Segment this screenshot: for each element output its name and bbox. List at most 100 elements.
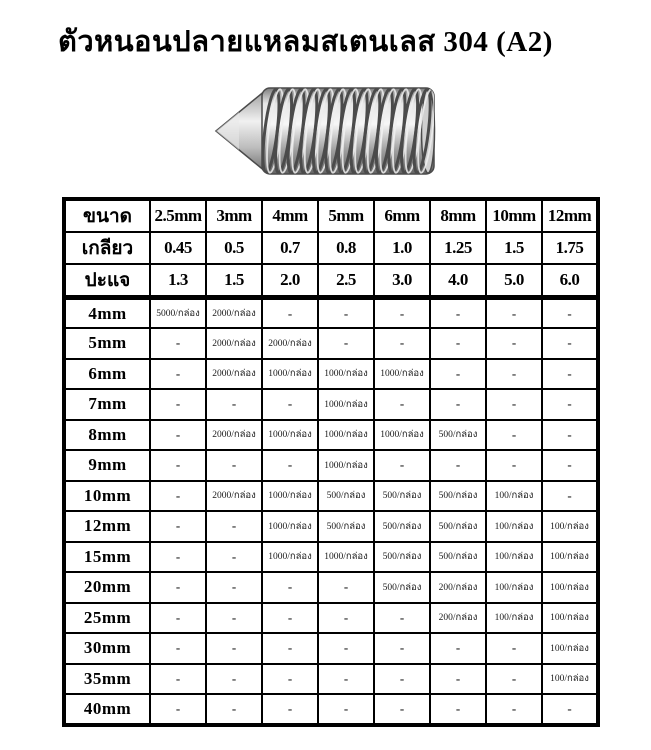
header-value-cell: 4.0 xyxy=(429,263,487,300)
row-label-cell: 7mm xyxy=(63,388,151,421)
table-row: 25mm - - - - -200/กล่อง 100/กล่อง 100/กล่อง xyxy=(63,601,599,634)
qty-cell: 500/กล่อง xyxy=(373,571,431,604)
empty-cell: - xyxy=(541,693,599,726)
empty-cell: - xyxy=(485,357,543,390)
qty-cell: 1000/กล่อง xyxy=(317,540,375,573)
empty-cell: - xyxy=(541,327,599,360)
empty-cell: - xyxy=(373,632,431,665)
empty-cell: - xyxy=(429,357,487,390)
empty-cell: - xyxy=(485,449,543,482)
header-value-cell: 1.75 xyxy=(541,231,599,265)
qty-cell: 1000/กล่อง xyxy=(373,357,431,390)
table-body: 4mm 5000/กล่อง 2000/กล่อง - - - - - -5mm -2000/กล… xyxy=(63,296,599,726)
screw-cone-point xyxy=(214,88,267,174)
qty-cell: 1000/กล่อง xyxy=(261,540,319,573)
empty-cell: - xyxy=(485,388,543,421)
empty-cell: - xyxy=(541,296,599,329)
empty-cell: - xyxy=(205,510,263,543)
header-value-cell: 4mm xyxy=(261,198,319,233)
empty-cell: - xyxy=(373,693,431,726)
empty-cell: - xyxy=(149,662,207,695)
qty-cell: 1000/กล่อง xyxy=(373,418,431,451)
empty-cell: - xyxy=(373,662,431,695)
empty-cell: - xyxy=(317,662,375,695)
row-label-cell: 40mm xyxy=(63,693,151,726)
empty-cell: - xyxy=(541,418,599,451)
empty-cell: - xyxy=(373,388,431,421)
table-row: 4mm 5000/กล่อง 2000/กล่อง - - - - - - xyxy=(63,296,599,329)
header-row-label: ปะแจ xyxy=(63,263,151,300)
empty-cell: - xyxy=(541,479,599,512)
header-row: ขนาด 2.5mm 3mm 4mm 5mm 6mm 8mm 10mm 12mm xyxy=(63,198,599,233)
qty-cell: 500/กล่อง xyxy=(429,540,487,573)
qty-cell: 500/กล่อง xyxy=(373,510,431,543)
table-row: 5mm -2000/กล่อง 2000/กล่อง - - - - - xyxy=(63,327,599,360)
empty-cell: - xyxy=(261,296,319,329)
row-label-cell: 8mm xyxy=(63,418,151,451)
row-label-cell: 6mm xyxy=(63,357,151,390)
header-value-cell: 6.0 xyxy=(541,263,599,300)
header-value-cell: 12mm xyxy=(541,198,599,233)
header-value-cell: 5mm xyxy=(317,198,375,233)
empty-cell: - xyxy=(373,449,431,482)
empty-cell: - xyxy=(317,693,375,726)
page-title: ตัวหนอนปลายแหลมสเตนเลส 304 (A2) xyxy=(58,26,553,58)
header-value-cell: 3mm xyxy=(205,198,263,233)
table-row: 20mm - - - -500/กล่อง 200/กล่อง 100/กล่อง 100/ก… xyxy=(63,571,599,604)
empty-cell: - xyxy=(373,296,431,329)
header-value-cell: 1.3 xyxy=(149,263,207,300)
qty-cell: 2000/กล่อง xyxy=(205,479,263,512)
row-label-cell: 25mm xyxy=(63,601,151,634)
header-value-cell: 0.45 xyxy=(149,231,207,265)
header-value-cell: 6mm xyxy=(373,198,431,233)
header-row: ปะแจ 1.3 1.5 2.0 2.5 3.0 4.0 5.0 6.0 xyxy=(63,263,599,300)
empty-cell: - xyxy=(261,601,319,634)
row-label-cell: 4mm xyxy=(63,296,151,329)
qty-cell: 2000/กล่อง xyxy=(205,327,263,360)
empty-cell: - xyxy=(149,327,207,360)
empty-cell: - xyxy=(261,388,319,421)
empty-cell: - xyxy=(429,693,487,726)
header-value-cell: 3.0 xyxy=(373,263,431,300)
header-row: เกลียว 0.45 0.5 0.7 0.8 1.0 1.25 1.5 1.75 xyxy=(63,231,599,265)
empty-cell: - xyxy=(317,601,375,634)
qty-cell: 1000/กล่อง xyxy=(261,418,319,451)
qty-cell: 100/กล่อง xyxy=(541,571,599,604)
empty-cell: - xyxy=(485,693,543,726)
empty-cell: - xyxy=(429,449,487,482)
qty-cell: 500/กล่อง xyxy=(429,510,487,543)
empty-cell: - xyxy=(149,540,207,573)
qty-cell: 100/กล่อง xyxy=(485,510,543,543)
empty-cell: - xyxy=(317,327,375,360)
qty-cell: 2000/กล่อง xyxy=(205,296,263,329)
set-screw-photo xyxy=(211,80,443,182)
qty-cell: 1000/กล่อง xyxy=(317,449,375,482)
empty-cell: - xyxy=(205,632,263,665)
row-label-cell: 5mm xyxy=(63,327,151,360)
qty-cell: 500/กล่อง xyxy=(429,479,487,512)
empty-cell: - xyxy=(205,662,263,695)
empty-cell: - xyxy=(205,388,263,421)
empty-cell: - xyxy=(149,632,207,665)
qty-cell: 100/กล่อง xyxy=(485,479,543,512)
empty-cell: - xyxy=(149,693,207,726)
empty-cell: - xyxy=(429,296,487,329)
table-row: 9mm - - -1000/กล่อง - - - - xyxy=(63,449,599,482)
qty-cell: 100/กล่อง xyxy=(541,632,599,665)
empty-cell: - xyxy=(317,296,375,329)
empty-cell: - xyxy=(261,571,319,604)
table-head: ขนาด 2.5mm 3mm 4mm 5mm 6mm 8mm 10mm 12mm เกลียว 0.… xyxy=(63,198,599,300)
table-row: 10mm -2000/กล่อง 1000/กล่อง 500/กล่อง 500/กล… xyxy=(63,479,599,512)
empty-cell: - xyxy=(205,449,263,482)
empty-cell: - xyxy=(485,662,543,695)
header-value-cell: 2.0 xyxy=(261,263,319,300)
qty-cell: 200/กล่อง xyxy=(429,601,487,634)
header-value-cell: 10mm xyxy=(485,198,543,233)
header-value-cell: 1.5 xyxy=(485,231,543,265)
qty-cell: 1000/กล่อง xyxy=(261,510,319,543)
empty-cell: - xyxy=(429,632,487,665)
qty-cell: 2000/กล่อง xyxy=(205,418,263,451)
empty-cell: - xyxy=(541,449,599,482)
row-label-cell: 20mm xyxy=(63,571,151,604)
